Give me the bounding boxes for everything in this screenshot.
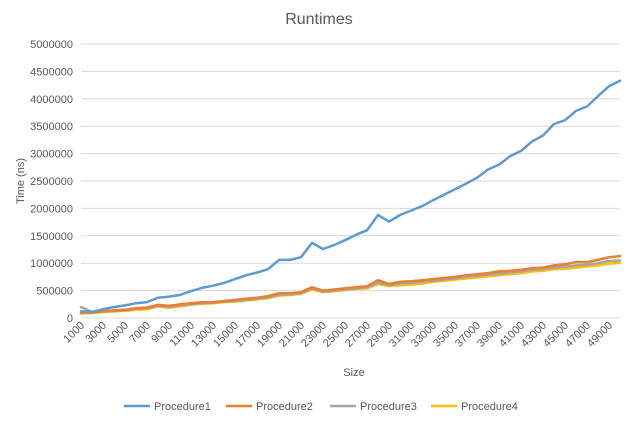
y-tick-label: 2500000 (30, 176, 73, 188)
y-axis-ticks: 0 500000 1000000 1500000 2000000 2500000 30000… (30, 39, 73, 325)
x-axis-ticks: 1000300050007000900011000130001500017000… (61, 320, 615, 350)
legend-label: Procedure1 (154, 401, 211, 413)
x-tick-label: 49000 (585, 320, 615, 350)
y-tick-label: 3000000 (30, 149, 73, 161)
y-tick-label: 1000000 (30, 258, 73, 270)
y-tick-label: 4500000 (30, 66, 73, 78)
y-tick-label: 3500000 (30, 121, 73, 133)
legend: Procedure1 Procedure2 Procedure3 Procedure4 (124, 401, 518, 413)
x-tick-label: 5000 (105, 320, 131, 346)
gridlines (81, 43, 620, 292)
series-line-procedure2 (79, 254, 622, 314)
x-tick-label: 3000 (83, 320, 109, 346)
x-axis-label: Size (343, 367, 364, 379)
y-tick-label: 500000 (36, 286, 73, 298)
y-tick-label: 4000000 (30, 94, 73, 106)
chart-title: Runtimes (285, 11, 353, 28)
legend-label: Procedure2 (256, 401, 313, 413)
y-tick-label: 1500000 (30, 231, 73, 243)
y-tick-label: 5000000 (30, 39, 73, 51)
legend-label: Procedure3 (360, 401, 417, 413)
y-tick-label: 0 (67, 313, 73, 325)
legend-label: Procedure4 (461, 401, 518, 413)
series-lines (79, 79, 622, 315)
series-line-procedure1 (79, 79, 622, 314)
x-tick-label: 1000 (61, 320, 87, 346)
y-tick-label: 2000000 (30, 203, 73, 215)
x-tick-label: 7000 (127, 320, 153, 346)
y-axis-label: Time (ns) (15, 158, 27, 204)
